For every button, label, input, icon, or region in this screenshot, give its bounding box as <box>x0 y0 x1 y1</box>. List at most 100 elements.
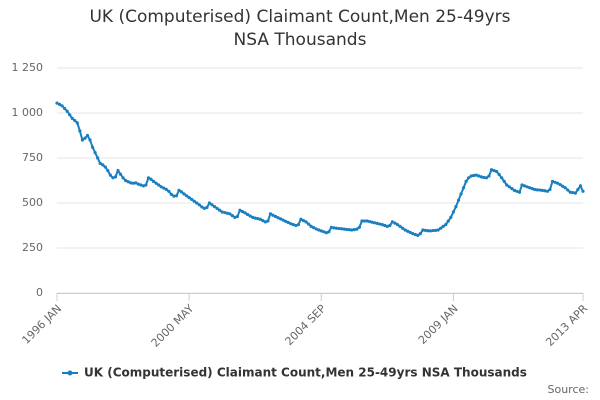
data-point <box>545 189 550 193</box>
data-point <box>400 226 405 230</box>
data-point <box>228 212 232 216</box>
data-point <box>472 173 476 178</box>
data-point <box>233 215 237 219</box>
data-point <box>502 179 506 183</box>
data-point <box>411 232 415 236</box>
data-point <box>322 230 326 234</box>
data-point <box>489 168 494 172</box>
data-point <box>347 228 351 232</box>
data-point <box>164 187 168 191</box>
x-tick-label: 2004 SEP <box>283 302 329 348</box>
data-point <box>205 205 209 210</box>
data-point <box>444 223 448 227</box>
data-point <box>195 201 199 205</box>
data-point <box>421 228 425 232</box>
chart-title: UK (Computerised) Claimant Count,Men 25-… <box>89 7 511 50</box>
data-point <box>235 214 240 219</box>
data-point <box>93 151 97 155</box>
data-point <box>352 228 356 232</box>
data-point <box>380 223 384 227</box>
data-point <box>80 138 85 142</box>
data-point <box>339 227 344 231</box>
data-point <box>512 188 516 192</box>
data-point <box>251 215 255 219</box>
data-point <box>324 231 328 235</box>
data-point <box>124 178 128 183</box>
data-point <box>202 206 206 210</box>
data-point <box>314 227 318 231</box>
data-point <box>162 186 166 190</box>
data-point <box>207 201 212 205</box>
y-tick-label: 500 <box>22 196 43 209</box>
y-tick-label: 750 <box>22 151 43 164</box>
data-point <box>131 181 135 185</box>
data-point <box>248 214 252 218</box>
data-point <box>101 163 105 167</box>
data-point <box>187 196 191 200</box>
data-point <box>172 194 176 198</box>
data-point <box>548 187 552 192</box>
data-point <box>464 179 468 183</box>
data-point <box>467 176 471 180</box>
data-point <box>116 169 120 173</box>
data-point <box>306 222 311 226</box>
data-point <box>55 101 59 105</box>
data-point <box>243 211 247 215</box>
data-point <box>245 212 250 217</box>
data-point <box>578 184 583 188</box>
data-point <box>68 113 72 117</box>
data-point <box>118 172 123 176</box>
x-tick-label: 2009 JAN <box>416 302 461 347</box>
data-point <box>487 174 491 178</box>
data-point <box>406 229 410 233</box>
data-point <box>268 212 273 216</box>
data-point <box>370 220 374 224</box>
data-point <box>225 211 229 215</box>
data-point <box>223 210 227 215</box>
data-point <box>271 213 275 217</box>
legend-label: UK (Computerised) Claimant Count,Men 25-… <box>84 366 527 380</box>
data-point <box>134 181 138 185</box>
data-point <box>210 203 214 207</box>
y-tick-label: 1 000 <box>12 106 44 119</box>
data-point <box>319 229 323 233</box>
data-point <box>497 172 501 177</box>
data-point <box>431 228 435 233</box>
data-point <box>332 226 336 230</box>
data-point <box>517 190 522 194</box>
data-point <box>439 226 443 230</box>
data-point <box>169 192 173 196</box>
data-point <box>121 176 125 180</box>
data-point <box>492 169 496 173</box>
data-point <box>446 219 450 223</box>
data-point <box>276 216 280 220</box>
data-point <box>149 177 153 181</box>
series-line <box>56 102 584 237</box>
data-point <box>73 118 77 123</box>
data-point <box>240 210 245 214</box>
data-point <box>317 228 321 232</box>
data-point <box>408 230 412 234</box>
data-point <box>220 210 224 214</box>
data-point <box>385 224 389 228</box>
data-point <box>515 189 519 193</box>
legend-symbol-dot <box>67 370 73 376</box>
data-point <box>238 208 242 212</box>
data-point <box>505 183 509 187</box>
data-point <box>479 175 483 179</box>
data-point <box>451 210 456 214</box>
data-point <box>258 217 262 221</box>
data-point <box>540 188 544 192</box>
data-point <box>75 121 79 125</box>
data-point <box>304 220 308 224</box>
data-point <box>312 226 316 230</box>
data-point <box>212 205 217 209</box>
data-point <box>88 138 92 142</box>
data-point <box>461 186 466 190</box>
data-point <box>157 183 161 187</box>
data-point <box>543 189 547 193</box>
data-point <box>474 173 478 177</box>
data-point <box>378 222 382 226</box>
data-point <box>182 192 186 196</box>
